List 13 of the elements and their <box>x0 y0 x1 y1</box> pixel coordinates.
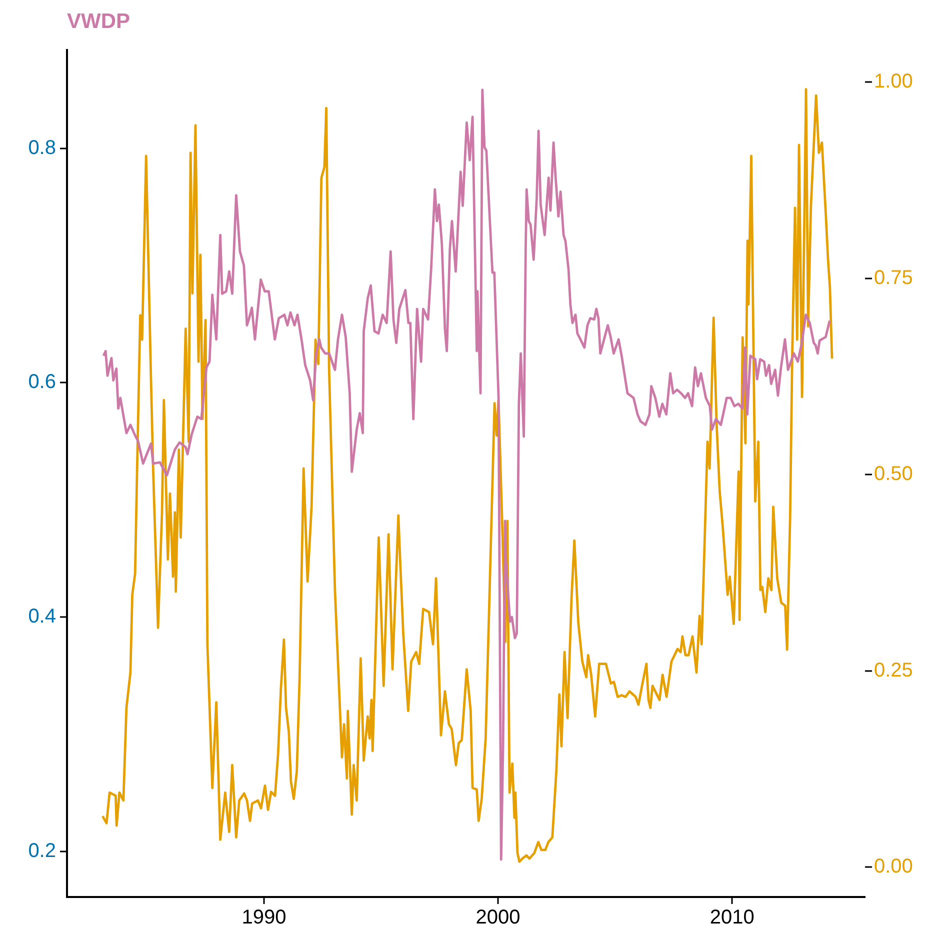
x-tick-label: 2000 <box>476 906 520 929</box>
y-tick-label: 0.8 <box>28 136 56 159</box>
y-tick-label: 0.4 <box>28 606 56 628</box>
x-tick-label: 1990 <box>242 906 286 929</box>
y-tick-label: 0.2 <box>28 840 56 862</box>
chart-title: VWDP <box>67 10 130 33</box>
y2-tick-label: 0.25 <box>874 659 913 682</box>
x-tick-label: 2010 <box>710 906 754 929</box>
y-tick-label: 0.6 <box>28 371 56 394</box>
y2-tick-label: 0.50 <box>874 463 913 486</box>
y2-tick-label: 1.00 <box>874 70 913 93</box>
y2-tick-label: 0.75 <box>874 266 913 289</box>
y2-tick-label: 0.00 <box>874 856 913 878</box>
